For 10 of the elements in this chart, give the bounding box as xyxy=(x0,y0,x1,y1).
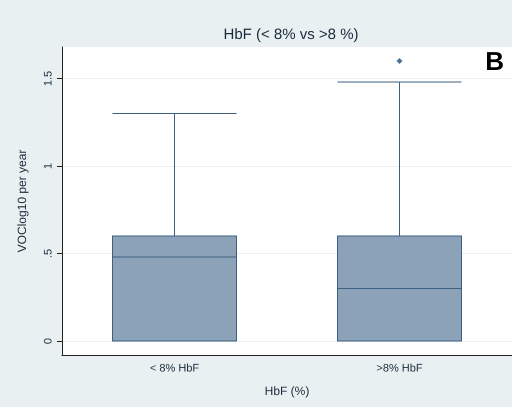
x-tick-label: >8% HbF xyxy=(376,362,423,374)
y-tick-label: .5 xyxy=(42,248,54,258)
chart-title: HbF (< 8% vs >8 %) xyxy=(223,26,359,43)
annotation: B xyxy=(485,46,504,76)
y-tick-label: 0 xyxy=(42,338,54,344)
y-tick-label: 1 xyxy=(42,162,54,170)
y-axis-title: VOClog10 per year xyxy=(15,150,29,252)
x-axis-title: HbF (%) xyxy=(264,384,310,398)
y-tick-label: 1.5 xyxy=(42,70,54,86)
x-tick-label: < 8% HbF xyxy=(150,362,200,374)
